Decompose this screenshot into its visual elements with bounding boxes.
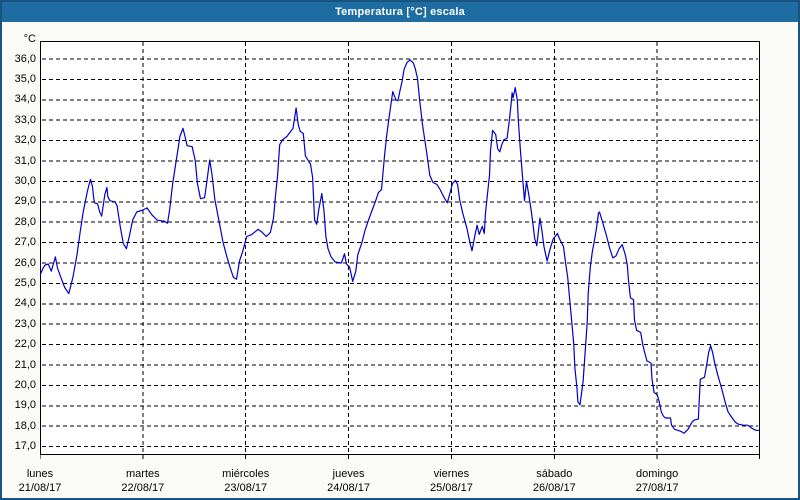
x-tick-label-lunes: lunes 21/08/17 [19,467,62,495]
y-tick-label: 27,0 [14,236,36,249]
day-name: sábado [536,468,573,480]
day-date: 21/08/17 [18,482,62,494]
y-tick-label: 35,0 [14,72,36,85]
y-tick-label: 21,0 [14,358,36,371]
y-tick-label: 30,0 [14,174,36,187]
x-tick-label-viernes: viernes 25/08/17 [430,467,473,495]
y-tick-label: 32,0 [14,134,36,147]
day-date: 22/08/17 [121,482,165,494]
y-tick-label: 25,0 [14,276,36,289]
y-tick-label: 24,0 [14,297,36,310]
day-name: lunes [26,468,54,480]
y-tick-label: 34,0 [14,93,36,106]
x-tick-label-miércoles: miércoles 23/08/17 [222,467,269,495]
day-date: 23/08/17 [224,482,268,494]
day-name: miércoles [222,468,270,480]
y-tick-label: 26,0 [14,256,36,269]
day-date: 25/08/17 [430,482,473,494]
temperature-line-chart [39,41,760,459]
y-tick-label: 18,0 [14,419,36,432]
y-tick-label: 33,0 [14,113,36,126]
window-title: Temperatura [°C] escala [335,6,465,18]
y-tick-label: 20,0 [14,378,36,391]
day-date: 27/08/17 [635,482,679,494]
y-tick-label: 31,0 [14,154,36,167]
y-tick-label: 36,0 [14,52,36,65]
day-name: jueves [332,468,365,480]
y-tick-label: 17,0 [14,440,36,453]
plot-area [39,41,760,461]
day-name: martes [126,468,160,480]
x-tick-label-domingo: domingo 27/08/17 [636,467,679,495]
series-temperatura [39,59,760,434]
y-tick-label: 19,0 [14,399,36,412]
x-tick-label-martes: martes 22/08/17 [121,467,164,495]
day-name: domingo [636,468,679,480]
x-tick-label-jueves: jueves 24/08/17 [327,467,370,495]
day-name: viernes [433,468,470,480]
window-title-bar: Temperatura [°C] escala [2,2,798,22]
y-tick-label: 22,0 [14,338,36,351]
x-tick-label-sábado: sábado 26/08/17 [533,467,576,495]
temperature-chart: °C 36,0 35,0 34,0 33,0 32,0 31,0 30,0 29,0 28,0 27… [2,22,798,498]
y-tick-label: 29,0 [14,195,36,208]
y-tick-label: 23,0 [14,317,36,330]
day-date: 26/08/17 [532,482,576,494]
day-date: 24/08/17 [327,482,370,494]
y-axis-unit-label: °C [23,33,36,45]
y-tick-label: 28,0 [14,215,36,228]
